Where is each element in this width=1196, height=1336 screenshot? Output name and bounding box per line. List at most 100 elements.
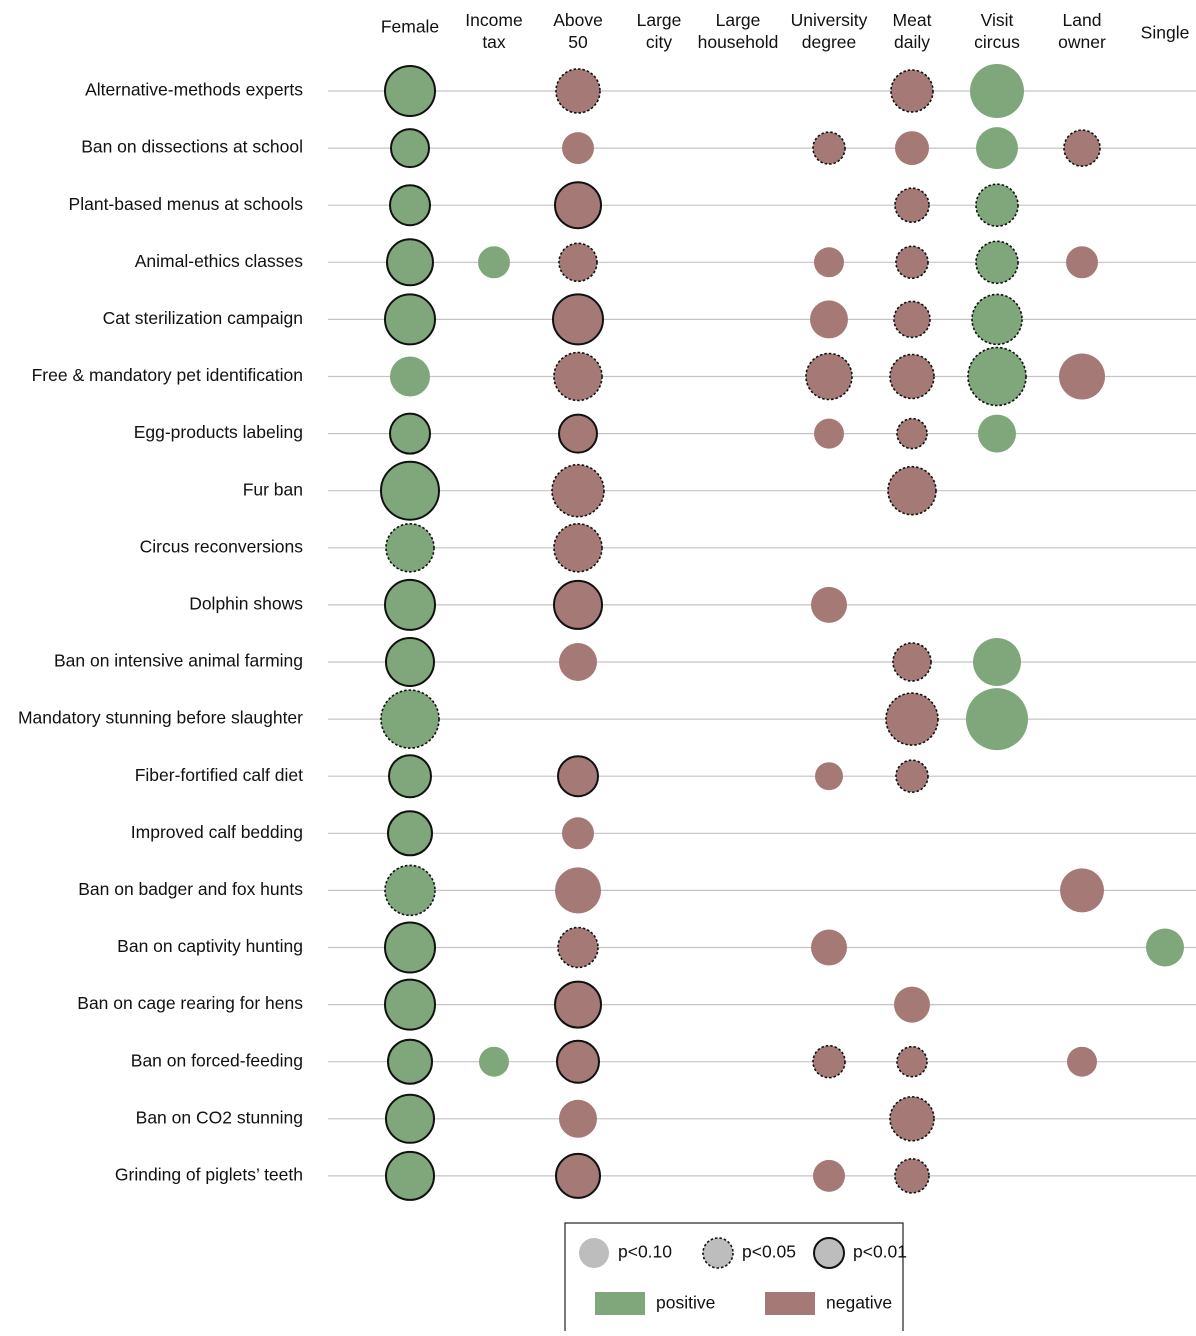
column-label: University degree (791, 10, 868, 52)
column-label: Large city (637, 10, 682, 52)
bubble (887, 465, 937, 516)
bubble (380, 460, 440, 521)
legend-significance-label: p<0.05 (742, 1242, 796, 1262)
bubble (384, 864, 436, 917)
bubble (387, 1038, 433, 1085)
bubble (1060, 868, 1104, 913)
bubble (557, 755, 599, 798)
row-label: Circus reconversions (140, 536, 304, 556)
bubble (553, 522, 603, 573)
legend-direction-label: positive (656, 1293, 715, 1313)
column-label: Income tax (465, 10, 522, 52)
bubble (970, 64, 1024, 118)
column-label-line: Land (1063, 10, 1102, 30)
bubble (812, 1044, 846, 1079)
bubble (814, 418, 844, 449)
row-label: Grinding of piglets’ teeth (115, 1165, 303, 1185)
column-label: Large household (698, 10, 779, 52)
bubble (975, 183, 1019, 227)
legend-significance-marker (702, 1237, 734, 1269)
bubble (895, 245, 929, 280)
bubble (885, 692, 939, 746)
column-label-line: Above (553, 10, 603, 30)
bubble (387, 810, 433, 857)
legend-box (564, 1222, 904, 1336)
bubble (896, 417, 928, 450)
column-label: Above 50 (553, 10, 603, 52)
column-label-line: 50 (568, 32, 588, 52)
row-label: Egg-products labeling (134, 422, 303, 442)
row-label: Animal-ethics classes (135, 251, 303, 271)
bubble (553, 351, 603, 402)
column-label-line: Large (637, 10, 682, 30)
bubble (1146, 928, 1184, 967)
legend-significance-marker (579, 1238, 609, 1268)
bubble (967, 346, 1027, 407)
column-label-line: owner (1058, 32, 1106, 52)
bubble (562, 132, 594, 165)
bubble (556, 1039, 600, 1084)
bubble (894, 187, 930, 223)
bubble (812, 131, 846, 165)
column-label-line: Income (465, 10, 522, 30)
bubble (384, 65, 436, 117)
bubble (889, 1096, 935, 1142)
column-label-line: daily (894, 32, 930, 52)
column-label-line: tax (482, 32, 506, 52)
row-label: Fiber-fortified calf diet (135, 765, 303, 785)
bubble (978, 414, 1016, 453)
legend-significance-label: p<0.10 (618, 1242, 672, 1262)
row-label: Ban on intensive animal farming (54, 651, 303, 671)
bubble (973, 638, 1021, 686)
bubble (893, 300, 931, 339)
bubble (976, 127, 1018, 170)
bubble (553, 579, 603, 630)
bubble (385, 637, 435, 687)
column-label-line: Visit (981, 10, 1014, 30)
bubble (890, 69, 934, 113)
bubble (478, 246, 510, 279)
bubble (559, 1099, 597, 1138)
column-label-line: University (791, 10, 868, 30)
column-label: Female (381, 17, 439, 37)
bubble (389, 412, 431, 455)
bubble (895, 131, 929, 166)
bubble (384, 921, 436, 974)
bubble (558, 242, 598, 283)
bubble (388, 754, 432, 799)
column-label: Visit circus (974, 10, 1020, 52)
bubble (1067, 1046, 1097, 1077)
bubble (975, 240, 1019, 285)
bubble (811, 929, 847, 966)
row-label: Plant-based menus at schools (69, 194, 304, 214)
legend-direction-label: negative (826, 1293, 892, 1313)
legend-swatch (595, 1292, 645, 1315)
bubble (555, 68, 601, 114)
bubble (555, 1152, 601, 1199)
row-label: Cat sterilization campaign (103, 308, 303, 328)
column-label-line: Large (716, 10, 761, 30)
bubble (813, 1159, 845, 1192)
bubble (384, 293, 436, 346)
bubble (386, 238, 434, 287)
row-label: Ban on forced-feeding (131, 1050, 303, 1070)
column-label: Land owner (1058, 10, 1106, 52)
row-label: Ban on badger and fox hunts (78, 879, 303, 899)
bubble (814, 247, 844, 278)
bubble (1063, 129, 1101, 167)
column-label-line: city (646, 32, 673, 52)
row-label: Alternative-methods experts (85, 80, 303, 100)
bubble (1066, 246, 1098, 279)
row-label: Ban on captivity hunting (117, 936, 303, 956)
row-label: Ban on dissections at school (81, 137, 303, 157)
column-label: Single (1141, 23, 1190, 43)
row-label: Free & mandatory pet identification (32, 365, 303, 385)
column-label-line: degree (802, 32, 857, 52)
row-label: Dolphin shows (189, 594, 303, 614)
column-label: Meat daily (893, 10, 932, 52)
bubble (1059, 353, 1105, 400)
bubble (971, 293, 1023, 346)
bubble (810, 300, 848, 339)
